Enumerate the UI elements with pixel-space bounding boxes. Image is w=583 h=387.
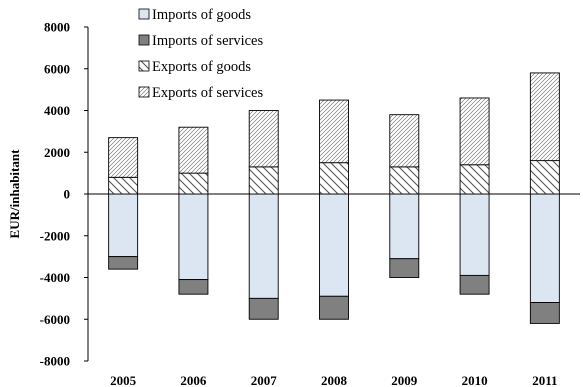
bar-segment-imports-of-goods	[319, 193, 349, 297]
bar-segment-exports-of-goods	[178, 172, 209, 195]
bar-segment-imports-of-goods	[529, 193, 560, 304]
legend-item: Imports of services	[138, 33, 263, 49]
bar-segment-exports-of-services	[178, 126, 209, 174]
y-tick-label: -8000	[40, 354, 70, 369]
bar-segment-imports-of-services	[319, 295, 349, 320]
y-tick-label: -6000	[40, 312, 70, 327]
y-tick-label: -2000	[40, 228, 70, 243]
legend-swatch	[138, 34, 150, 46]
legend-label: Exports of goods	[152, 59, 251, 75]
legend-swatch	[138, 86, 150, 98]
bar-segment-imports-of-goods	[108, 193, 139, 258]
legend: Imports of goods Imports of services Expor…	[138, 7, 263, 101]
x-axis-labels: 2005 2006 2007 2008 2009 2010 2011	[110, 373, 557, 387]
x-tick-label: 2009	[391, 373, 418, 387]
bar-segment-exports-of-goods	[389, 166, 420, 195]
bar-segment-exports-of-goods	[529, 160, 560, 195]
legend-item: Imports of goods	[138, 7, 251, 23]
x-tick-label: 2011	[532, 373, 557, 387]
bar-segment-exports-of-services	[529, 72, 560, 162]
x-tick-label: 2008	[321, 373, 348, 387]
y-tick-label: 8000	[44, 20, 70, 35]
x-tick-label: 2007	[251, 373, 278, 387]
bar-segment-imports-of-services	[248, 297, 279, 320]
bar-segment-exports-of-goods	[459, 164, 490, 195]
legend-swatch	[138, 60, 150, 72]
legend-label: Exports of services	[152, 85, 263, 101]
bar-segment-exports-of-goods	[248, 166, 279, 195]
y-tick-label: 0	[64, 187, 71, 202]
bar-group-2007	[248, 110, 279, 320]
x-tick-label: 2010	[462, 373, 488, 387]
bar-segment-exports-of-services	[248, 110, 279, 168]
legend-item: Exports of services	[138, 85, 263, 101]
y-axis: 8000 6000 4000 2000 0 -2000 -4000 -6000 -8000	[40, 20, 89, 369]
bar-group-2005	[108, 137, 139, 270]
bar-group-2010	[459, 97, 490, 295]
bar-segment-imports-of-services	[389, 258, 420, 278]
legend-item: Exports of goods	[138, 59, 251, 75]
x-tick-label: 2006	[180, 373, 207, 387]
legend-label: Imports of services	[152, 33, 263, 49]
bar-segment-imports-of-goods	[178, 193, 209, 281]
y-tick-label: 6000	[44, 61, 70, 76]
legend-swatch	[138, 8, 150, 20]
bar-segment-exports-of-goods	[319, 162, 349, 195]
bar-group-2011	[529, 72, 560, 324]
bar-segment-imports-of-goods	[389, 193, 420, 260]
y-tick-label: 4000	[44, 103, 70, 118]
bar-segment-imports-of-services	[459, 274, 490, 295]
bar-group-2006	[178, 126, 209, 295]
bar-segment-imports-of-services	[178, 279, 209, 295]
bar-segment-imports-of-services	[529, 302, 560, 324]
bar-group-2009	[389, 114, 420, 278]
x-tick-label: 2005	[110, 373, 137, 387]
y-tick-label: 2000	[44, 145, 70, 160]
bar-segment-imports-of-goods	[248, 193, 279, 299]
bar-segment-imports-of-goods	[459, 193, 490, 276]
bar-segment-exports-of-services	[319, 99, 349, 164]
y-axis-title: EUR/inhabitant	[7, 149, 22, 239]
bars	[108, 72, 560, 324]
bar-segment-exports-of-services	[459, 97, 490, 166]
bar-segment-imports-of-services	[108, 256, 139, 270]
bar-segment-exports-of-services	[108, 137, 139, 178]
bar-segment-exports-of-goods	[108, 176, 139, 195]
legend-label: Imports of goods	[152, 7, 251, 23]
y-ticks: 8000 6000 4000 2000 0 -2000 -4000 -6000 -8000	[40, 20, 88, 369]
bar-segment-exports-of-services	[389, 114, 420, 168]
bar-group-2008	[319, 99, 349, 320]
y-tick-label: -4000	[40, 270, 70, 285]
